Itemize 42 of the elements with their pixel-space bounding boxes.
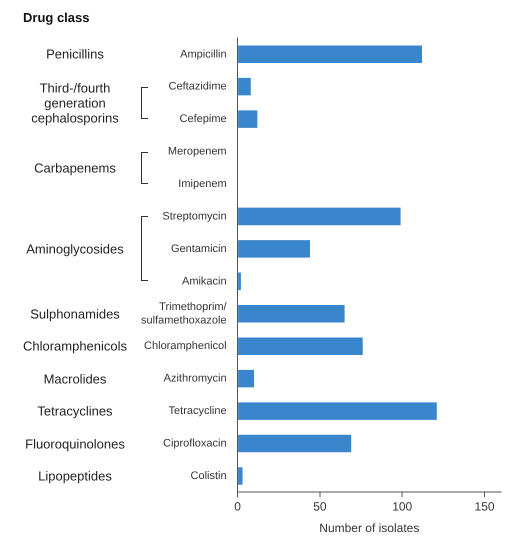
bar [238, 78, 251, 96]
bar [238, 240, 310, 258]
bar [238, 110, 258, 128]
y-tick-label: Streptomycin [162, 210, 227, 222]
text: Drug class [23, 10, 90, 25]
x-tick-label: 150 [474, 500, 495, 514]
bar [238, 370, 254, 388]
text: Penicillins [45, 46, 105, 62]
x-axis-title: Number of isolates [319, 521, 420, 536]
text: Fluoroquinolones [24, 436, 126, 452]
y-tick-label: Gentamicin [170, 242, 227, 255]
bar [238, 337, 363, 355]
y-tick-label: Trimethoprim/sulfamethoxazole [140, 301, 228, 326]
y-tick-label: Ciprofloxacin [163, 438, 227, 450]
y-tick-label: Meropenem [168, 146, 227, 158]
bar [238, 45, 422, 63]
y-tick-label: Ceftazidime [168, 80, 227, 93]
bar [238, 402, 437, 420]
bar [238, 467, 243, 485]
text: Aminoglycosides [25, 241, 125, 256]
text: Third-/fourth generation cephalosporins [30, 80, 120, 126]
bar [238, 208, 401, 226]
x-tick-label: 0 [234, 500, 242, 514]
x-tick-label: 100 [392, 500, 413, 514]
y-tick-label: Ampicillin [180, 48, 227, 60]
y-tick-label: Tetracycline [168, 405, 227, 418]
x-tick-label: 50 [313, 500, 327, 514]
text: Tetracyclines [36, 404, 114, 419]
y-tick-label: Azithromycin [164, 372, 227, 385]
y-tick-label: Imipenem [178, 178, 227, 190]
text: Macrolides [42, 371, 108, 386]
bar [238, 272, 241, 290]
text: Carbapenems [33, 160, 117, 176]
bar [238, 305, 345, 323]
text: Lipopeptides [37, 468, 113, 484]
y-tick-label: Amikacin [182, 275, 227, 288]
y-tick-label: Cefepime [180, 113, 227, 126]
text: Chloramphenicols [22, 338, 128, 354]
y-tick-label: Colistin [190, 470, 227, 482]
bar [238, 434, 352, 452]
y-tick-label: Chloramphenicol [144, 340, 227, 352]
text: Sulphonamides [29, 306, 121, 322]
